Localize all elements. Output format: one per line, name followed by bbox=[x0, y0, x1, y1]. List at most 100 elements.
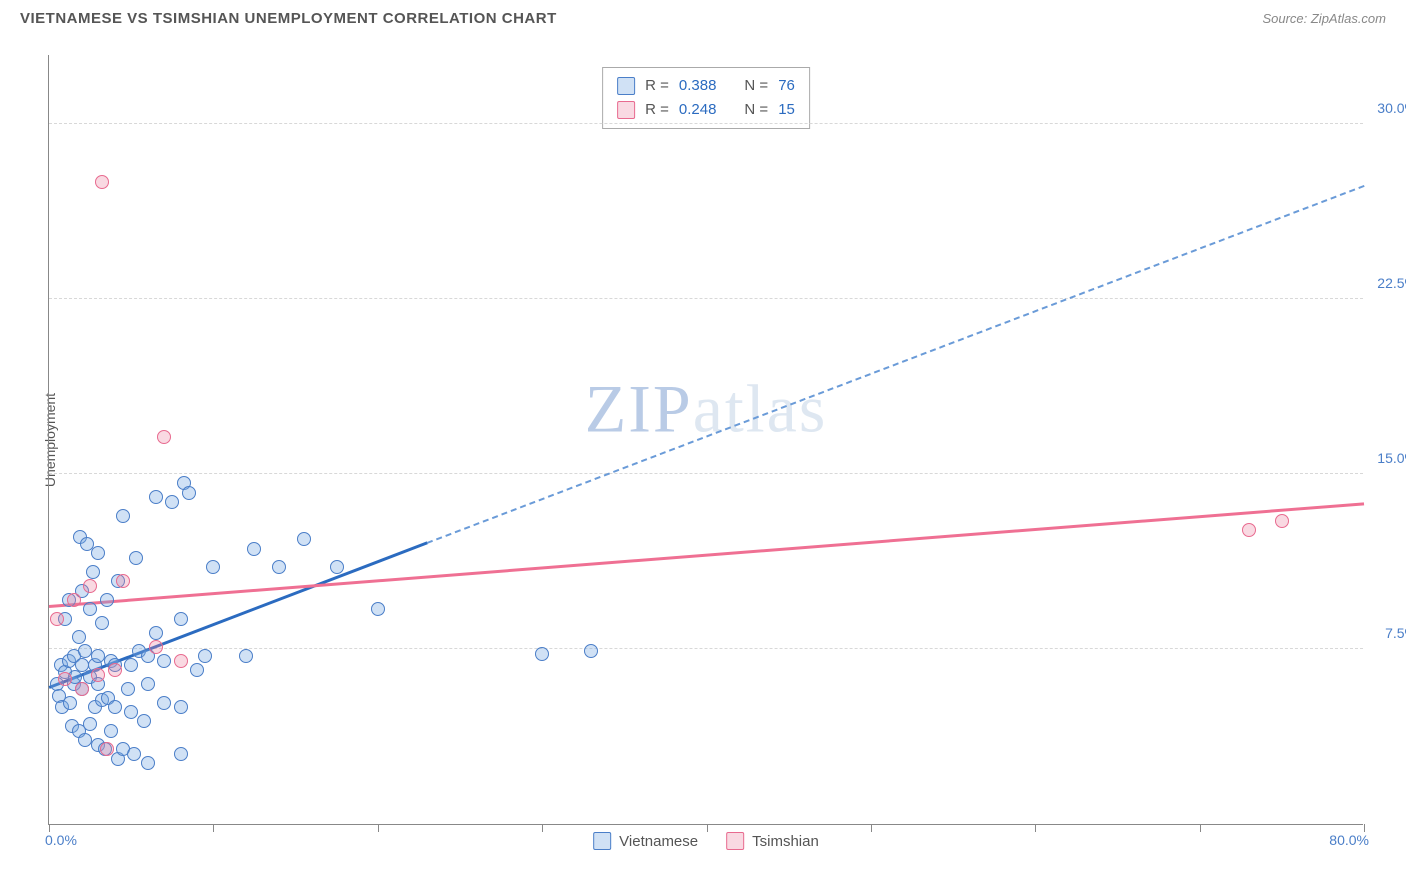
data-point bbox=[141, 756, 155, 770]
data-point bbox=[174, 654, 188, 668]
legend-label: Tsimshian bbox=[752, 833, 819, 850]
data-point bbox=[116, 574, 130, 588]
legend-swatch bbox=[617, 101, 635, 119]
x-axis-max-label: 80.0% bbox=[1329, 832, 1369, 848]
legend-swatch bbox=[593, 832, 611, 850]
data-point bbox=[165, 495, 179, 509]
data-point bbox=[108, 663, 122, 677]
x-tick bbox=[1364, 824, 1365, 832]
data-point bbox=[72, 630, 86, 644]
data-point bbox=[121, 682, 135, 696]
plot-area: ZIPatlas R =0.388N =76R =0.248N =15 0.0%… bbox=[48, 55, 1363, 825]
stats-row: R = 0.248 N = 15 bbox=[617, 98, 795, 122]
data-point bbox=[108, 700, 122, 714]
y-tick-label: 22.5% bbox=[1377, 275, 1406, 291]
y-tick-label: 7.5% bbox=[1385, 625, 1406, 641]
data-point bbox=[272, 560, 286, 574]
data-point bbox=[190, 663, 204, 677]
data-point bbox=[198, 649, 212, 663]
data-point bbox=[86, 565, 100, 579]
source-label: Source: ZipAtlas.com bbox=[1262, 11, 1386, 26]
data-point bbox=[247, 542, 261, 556]
data-point bbox=[124, 705, 138, 719]
data-point bbox=[78, 733, 92, 747]
data-point bbox=[78, 644, 92, 658]
legend-label: Vietnamese bbox=[619, 833, 698, 850]
x-legend: Vietnamese Tsimshian bbox=[593, 832, 819, 850]
data-point bbox=[67, 593, 81, 607]
data-point bbox=[95, 616, 109, 630]
h-gridline bbox=[49, 123, 1363, 124]
n-value: 15 bbox=[778, 98, 795, 122]
legend-swatch bbox=[726, 832, 744, 850]
data-point bbox=[157, 696, 171, 710]
data-point bbox=[83, 602, 97, 616]
data-point bbox=[149, 490, 163, 504]
data-point bbox=[83, 717, 97, 731]
x-tick bbox=[707, 824, 708, 832]
trendline-pink bbox=[49, 502, 1364, 607]
data-point bbox=[371, 602, 385, 616]
data-point bbox=[1242, 523, 1256, 537]
data-point bbox=[63, 696, 77, 710]
data-point bbox=[535, 647, 549, 661]
data-point bbox=[174, 700, 188, 714]
x-tick bbox=[542, 824, 543, 832]
data-point bbox=[584, 644, 598, 658]
data-point bbox=[100, 742, 114, 756]
data-point bbox=[157, 430, 171, 444]
r-label: R = bbox=[645, 98, 669, 122]
data-point bbox=[1275, 514, 1289, 528]
data-point bbox=[91, 649, 105, 663]
x-tick bbox=[1035, 824, 1036, 832]
data-point bbox=[95, 175, 109, 189]
data-point bbox=[297, 532, 311, 546]
x-tick bbox=[213, 824, 214, 832]
x-legend-item: Vietnamese bbox=[593, 832, 698, 850]
stats-box: R = 0.388 N = 76 R = 0.248 N = 15 bbox=[602, 67, 810, 129]
y-tick-label: 30.0% bbox=[1377, 100, 1406, 116]
trendline-blue-solid bbox=[49, 542, 428, 689]
data-point bbox=[75, 682, 89, 696]
data-point bbox=[206, 560, 220, 574]
data-point bbox=[91, 546, 105, 560]
data-point bbox=[141, 677, 155, 691]
chart-container: Unemployment ZIPatlas R =0.388N =76R =0.… bbox=[48, 55, 1388, 825]
data-point bbox=[58, 672, 72, 686]
stats-row: R = 0.388 N = 76 bbox=[617, 74, 795, 98]
n-label: N = bbox=[744, 74, 768, 98]
data-point bbox=[50, 612, 64, 626]
n-value: 76 bbox=[778, 74, 795, 98]
trendline-blue-dash bbox=[427, 185, 1365, 544]
y-tick-label: 15.0% bbox=[1377, 450, 1406, 466]
x-legend-item: Tsimshian bbox=[726, 832, 819, 850]
x-tick bbox=[1200, 824, 1201, 832]
data-point bbox=[157, 654, 171, 668]
data-point bbox=[174, 612, 188, 626]
legend-swatch bbox=[617, 77, 635, 95]
h-gridline bbox=[49, 298, 1363, 299]
data-point bbox=[137, 714, 151, 728]
x-axis-min-label: 0.0% bbox=[45, 832, 77, 848]
data-point bbox=[129, 551, 143, 565]
r-value: 0.248 bbox=[679, 98, 717, 122]
data-point bbox=[100, 593, 114, 607]
data-point bbox=[127, 747, 141, 761]
x-tick bbox=[49, 824, 50, 832]
x-tick bbox=[378, 824, 379, 832]
x-tick bbox=[871, 824, 872, 832]
data-point bbox=[83, 579, 97, 593]
data-point bbox=[174, 747, 188, 761]
data-point bbox=[149, 626, 163, 640]
data-point bbox=[116, 509, 130, 523]
r-value: 0.388 bbox=[679, 74, 717, 98]
data-point bbox=[149, 640, 163, 654]
r-label: R = bbox=[645, 74, 669, 98]
chart-title: VIETNAMESE VS TSIMSHIAN UNEMPLOYMENT COR… bbox=[20, 10, 557, 27]
data-point bbox=[104, 724, 118, 738]
data-point bbox=[91, 668, 105, 682]
h-gridline bbox=[49, 473, 1363, 474]
data-point bbox=[124, 658, 138, 672]
data-point bbox=[239, 649, 253, 663]
n-label: N = bbox=[744, 98, 768, 122]
